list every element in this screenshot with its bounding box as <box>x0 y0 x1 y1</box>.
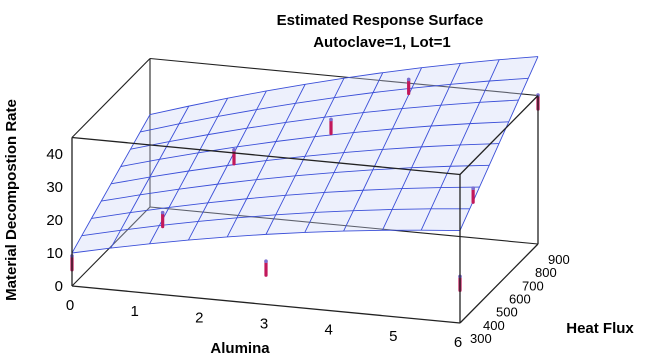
x-tick-label: 3 <box>260 316 268 333</box>
surface-mesh <box>71 56 539 254</box>
z-axis-label: Material Decompostion Rate <box>3 99 20 301</box>
box-edge <box>71 58 151 138</box>
z-tick-label: 20 <box>46 212 63 229</box>
z-tick-label: 0 <box>55 278 63 295</box>
z-tick-label: 30 <box>46 179 63 196</box>
observation-point <box>471 186 475 204</box>
observation-cap <box>406 77 411 82</box>
box-edge <box>149 206 539 245</box>
x-tick-label: 0 <box>66 297 74 314</box>
chart-subtitle: Autoclave=1, Lot=1 <box>313 34 451 51</box>
surface-line <box>140 77 529 133</box>
x-tick-label: 4 <box>324 322 332 339</box>
surface-fill <box>72 56 538 254</box>
observation-point <box>406 77 411 96</box>
observation-cap <box>264 259 268 264</box>
y-axis-label: Heat Flux <box>566 320 634 337</box>
box-front-edges <box>71 95 539 324</box>
surface-line <box>91 186 480 219</box>
box-back-edges <box>71 57 539 287</box>
box-edge <box>71 285 461 324</box>
surface-line <box>149 56 539 116</box>
surface-line <box>71 229 461 254</box>
y-tick-label: 700 <box>522 278 544 293</box>
observation-point <box>160 210 165 229</box>
observation-cap <box>160 210 165 215</box>
surface-line <box>120 121 509 167</box>
chart-title: Estimated Response Surface <box>277 12 484 29</box>
x-tick-label: 5 <box>389 328 397 345</box>
box-edge <box>459 243 539 324</box>
z-tick-label: 40 <box>46 146 63 163</box>
x-tick-label: 6 <box>454 334 462 351</box>
observation-cap <box>232 148 236 152</box>
y-tick-label: 800 <box>535 265 557 280</box>
observation-point <box>329 117 333 136</box>
x-axis-label: Alumina <box>210 340 270 357</box>
box-edge <box>71 206 151 287</box>
surface-line <box>110 143 500 185</box>
box-edge <box>459 95 539 175</box>
y-tick-label: 400 <box>483 318 505 333</box>
surface-line <box>81 208 470 237</box>
surface-line <box>101 164 490 202</box>
observation-cap <box>329 117 333 122</box>
observation-cap <box>471 186 475 191</box>
x-tick-label: 1 <box>130 303 138 320</box>
y-tick-label: 600 <box>509 292 531 307</box>
y-tick-label: 300 <box>470 331 492 346</box>
box-edge <box>149 57 539 97</box>
surface-line <box>130 99 519 150</box>
z-tick-label: 10 <box>46 245 63 262</box>
observation-point <box>264 259 268 277</box>
y-tick-label: 900 <box>548 252 570 267</box>
x-tick-label: 2 <box>195 309 203 326</box>
y-tick-label: 500 <box>496 305 518 320</box>
observation-point <box>232 148 236 166</box>
box-edge <box>71 136 461 176</box>
